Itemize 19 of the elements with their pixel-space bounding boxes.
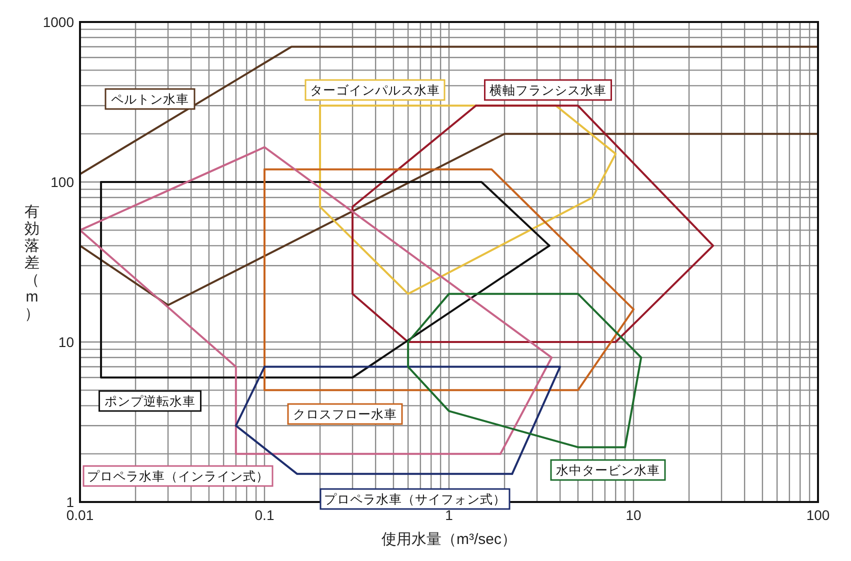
series-label: プロペラ水車（インライン式） (87, 470, 269, 484)
series-label: ペルトン水車 (111, 92, 189, 106)
series-label: ターゴインパルス水車 (310, 84, 440, 98)
series-label: クロスフロー水車 (293, 408, 397, 422)
series-label: 横軸フランシス水車 (490, 84, 606, 98)
series-label: プロペラ水車（サイフォン式） (324, 492, 506, 506)
x-axis-title: 使用水量（m³/sec） (382, 531, 516, 548)
y-tick-label: 1 (66, 494, 74, 510)
y-axis-title: 有効落差（m） (24, 204, 40, 322)
x-tick-label: 1 (445, 507, 454, 523)
x-tick-label: 0.01 (66, 507, 94, 523)
series-label: ポンプ逆転水車 (104, 394, 196, 408)
y-tick-label: 1000 (42, 14, 74, 30)
series-label: 水中タービン水車 (556, 464, 660, 478)
y-tick-label: 100 (50, 174, 74, 190)
x-tick-label: 10 (626, 507, 642, 523)
x-tick-label: 100 (806, 507, 830, 523)
x-tick-label: 0.1 (254, 507, 274, 523)
y-tick-label: 10 (58, 334, 74, 350)
